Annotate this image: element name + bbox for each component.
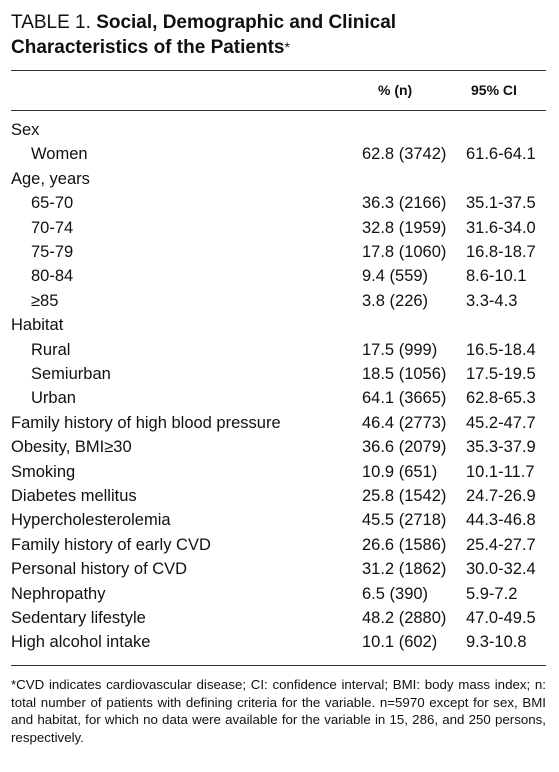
row-pct: 48.2 (2880) <box>362 609 447 627</box>
row-ci: 3.3-4.3 <box>466 291 518 310</box>
row-label: Family history of high blood pressure <box>11 413 281 432</box>
row-label: Habitat <box>11 316 64 335</box>
row-pct: 6.5 (390) <box>362 584 429 603</box>
table-row: Age, years <box>11 167 546 191</box>
row-ci: 25.4-27.7 <box>466 535 536 554</box>
table-row: Women 62.8 (3742) 61.6-64.1 <box>11 142 546 166</box>
row-label: 75-79 <box>31 243 74 261</box>
row-pct: 46.4 (2773) <box>362 413 447 432</box>
row-label: 80-84 <box>31 267 74 286</box>
footnote-mark: * <box>284 39 290 55</box>
bottom-rule <box>11 665 546 666</box>
row-label: Hypercholesterolemia <box>11 511 171 530</box>
table-row: Sedentary lifestyle 48.2 (2880) 47.0-49.5 <box>11 606 546 630</box>
row-pct: 45.5 (2718) <box>362 511 447 530</box>
row-pct: 36.3 (2166) <box>362 194 447 213</box>
row-ci: 17.5-19.5 <box>466 365 536 383</box>
table-row: High alcohol intake 10.1 (602) 9.3-10.8 <box>11 630 546 654</box>
row-ci: 16.8-18.7 <box>466 243 536 261</box>
table-row: ≥85 3.8 (226) 3.3-4.3 <box>11 289 546 313</box>
row-ci: 35.1-37.5 <box>466 194 536 213</box>
table-row: Rural 17.5 (999) 16.5-18.4 <box>11 338 546 362</box>
row-pct: 26.6 (1586) <box>362 535 447 554</box>
row-label: Sex <box>11 121 40 139</box>
table-row: Hypercholesterolemia 45.5 (2718) 44.3-46.8 <box>11 508 546 532</box>
column-header-ci: 95% CI <box>471 82 517 98</box>
row-pct: 17.5 (999) <box>362 340 438 359</box>
row-label: Semiurban <box>31 365 111 383</box>
table-row: 80-84 9.4 (559) 8.6-10.1 <box>11 264 546 288</box>
row-label: Personal history of CVD <box>11 560 188 579</box>
row-label: Smoking <box>11 462 76 481</box>
row-ci: 61.6-64.1 <box>466 145 536 164</box>
table-row: 75-79 17.8 (1060) 16.8-18.7 <box>11 240 546 264</box>
row-pct: 32.8 (1959) <box>362 218 447 237</box>
table-row: Nephropathy 6.5 (390) 5.9-7.2 <box>11 582 546 606</box>
row-ci: 8.6-10.1 <box>466 267 527 286</box>
table-title-line2: Characteristics of the Patients <box>11 37 285 58</box>
row-ci: 5.9-7.2 <box>466 584 518 603</box>
table-label: TABLE 1. <box>11 12 91 33</box>
row-ci: 44.3-46.8 <box>466 511 536 530</box>
row-label: 65-70 <box>31 194 74 213</box>
table-row: Family history of early CVD 26.6 (1586) 25… <box>11 533 546 557</box>
table-row: Semiurban 18.5 (1056) 17.5-19.5 <box>11 362 546 386</box>
row-pct: 9.4 (559) <box>362 267 429 286</box>
row-label: ≥85 <box>31 291 59 310</box>
row-pct: 31.2 (1862) <box>362 560 447 579</box>
header-rule <box>11 110 546 111</box>
row-ci: 35.3-37.9 <box>466 438 536 457</box>
table-row: Personal history of CVD 31.2 (1862) 30.0-3… <box>11 557 546 581</box>
table-row: Urban 64.1 (3665) 62.8-65.3 <box>11 386 546 410</box>
row-ci: 10.1-11.7 <box>466 462 535 481</box>
table-row: 65-70 36.3 (2166) 35.1-37.5 <box>11 191 546 215</box>
row-label: Obesity, BMI≥30 <box>11 438 132 457</box>
row-label: Nephropathy <box>11 584 106 603</box>
row-pct: 10.9 (651) <box>362 462 438 481</box>
row-pct: 17.8 (1060) <box>362 243 447 261</box>
row-label: Urban <box>31 389 76 408</box>
row-ci: 24.7-26.9 <box>466 487 536 505</box>
row-pct: 64.1 (3665) <box>362 389 447 408</box>
row-pct: 25.8 (1542) <box>362 487 447 505</box>
table-row: Smoking 10.9 (651) 10.1-11.7 <box>11 460 546 484</box>
row-pct: 3.8 (226) <box>362 291 429 310</box>
row-ci: 30.0-32.4 <box>466 560 536 579</box>
row-ci: 9.3-10.8 <box>466 633 527 652</box>
row-label: Women <box>31 145 88 164</box>
row-label: Sedentary lifestyle <box>11 609 146 627</box>
table-footnote: *CVD indicates cardiovascular disease; C… <box>11 677 546 745</box>
row-pct: 36.6 (2079) <box>362 438 447 457</box>
row-label: Age, years <box>11 169 90 188</box>
row-pct: 10.1 (602) <box>362 633 438 652</box>
row-ci: 62.8-65.3 <box>466 389 536 408</box>
table-title: TABLE 1. Social, Demographic and Clinica… <box>11 10 551 60</box>
row-ci: 47.0-49.5 <box>466 609 536 627</box>
row-ci: 16.5-18.4 <box>466 340 536 359</box>
table-row: Diabetes mellitus 25.8 (1542) 24.7-26.9 <box>11 484 546 508</box>
table-row: Obesity, BMI≥30 36.6 (2079) 35.3-37.9 <box>11 435 546 459</box>
row-label: 70-74 <box>31 218 74 237</box>
row-label: Rural <box>31 340 71 359</box>
table-row: Family history of high blood pressure 46.… <box>11 411 546 435</box>
table-row: Sex <box>11 118 546 142</box>
row-ci: 31.6-34.0 <box>466 218 536 237</box>
row-pct: 18.5 (1056) <box>362 365 447 383</box>
column-header-pct: % (n) <box>378 82 413 98</box>
row-ci: 45.2-47.7 <box>466 413 536 432</box>
top-rule <box>11 70 546 71</box>
row-label: Family history of early CVD <box>11 535 211 554</box>
table-title-line1: Social, Demographic and Clinical <box>96 12 397 33</box>
table-row: Habitat <box>11 313 546 337</box>
row-label: Diabetes mellitus <box>11 487 137 505</box>
row-pct: 62.8 (3742) <box>362 145 447 164</box>
table-row: 70-74 32.8 (1959) 31.6-34.0 <box>11 216 546 240</box>
row-label: High alcohol intake <box>11 633 151 652</box>
